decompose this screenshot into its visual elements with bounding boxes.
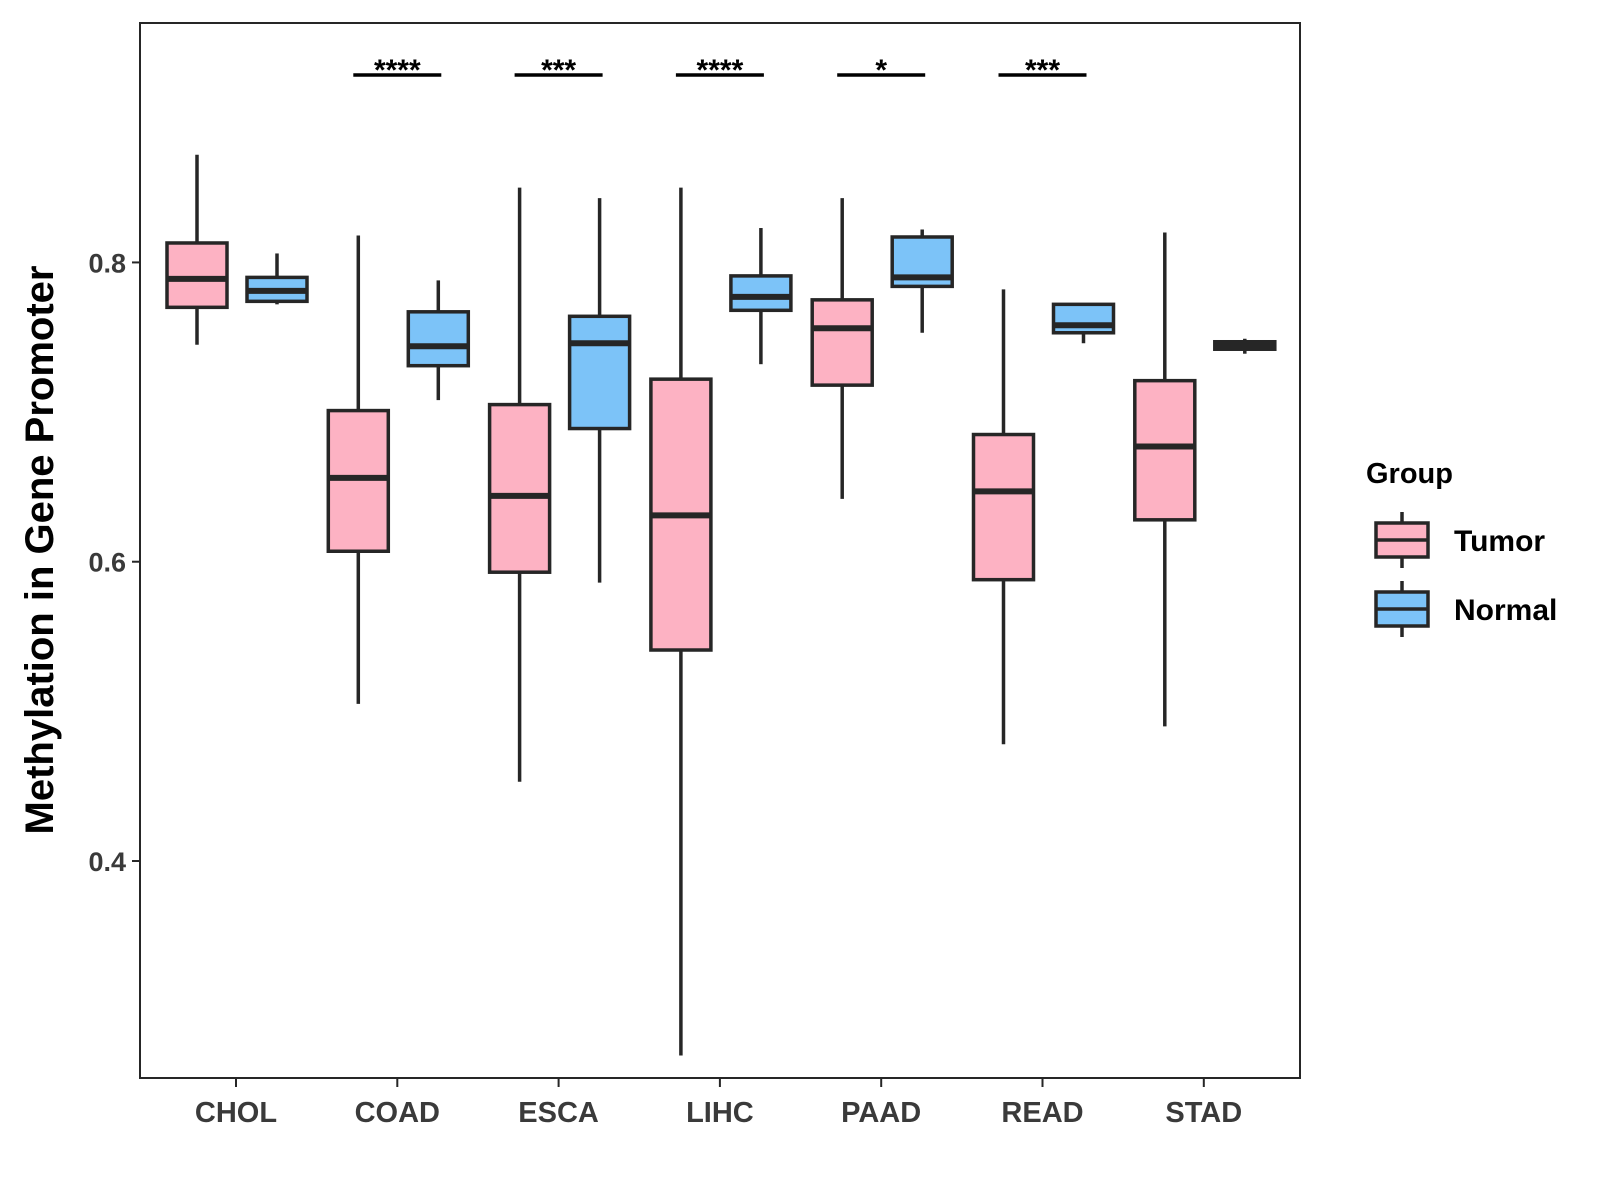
- box-body-paad-tumor: [810, 298, 874, 387]
- legend-entry-tumor: Tumor: [1374, 512, 1545, 568]
- box-read-normal: [1051, 302, 1116, 344]
- plot-area: **** *** **** * ***: [165, 54, 1277, 1056]
- significance-label-paad: *: [875, 54, 887, 87]
- box-body-coad-normal: [406, 310, 471, 368]
- legend-title: Group: [1366, 458, 1453, 490]
- box-coad-normal: [406, 280, 471, 401]
- box-stad-tumor: [1133, 232, 1197, 727]
- legend-label-tumor: Tumor: [1454, 525, 1545, 558]
- box-esca-tumor: [487, 187, 552, 782]
- box-paad-normal: [890, 229, 954, 333]
- box-lihc-normal: [729, 228, 793, 365]
- x-tick-label-esca: ESCA: [518, 1097, 599, 1129]
- box-body-esca-tumor: [487, 402, 552, 574]
- axes: 0.4 0.6 0.8 CHOL COAD ESCA LIHC PAAD READ STAD: [88, 248, 1242, 1129]
- box-body-chol-tumor: [165, 241, 229, 310]
- legend-entry-normal: Normal: [1374, 581, 1557, 637]
- legend-label-normal: Normal: [1454, 594, 1557, 627]
- x-tick-label-chol: CHOL: [195, 1097, 277, 1129]
- box-lihc-tumor: [649, 187, 713, 1056]
- box-chol-normal: [245, 253, 309, 305]
- x-tick-label-lihc: LIHC: [686, 1097, 754, 1129]
- significance-label-read: ***: [1025, 54, 1060, 87]
- x-tick-label-read: READ: [1001, 1097, 1083, 1129]
- y-axis-title: Methylation in Gene Promoter: [18, 266, 62, 835]
- box-body-lihc-normal: [729, 274, 793, 313]
- box-paad-tumor: [810, 198, 874, 499]
- x-tick-label-paad: PAAD: [841, 1097, 921, 1129]
- y-tick-label-0.8: 0.8: [88, 248, 126, 278]
- significance-label-coad: ****: [374, 54, 421, 87]
- box-body-esca-normal: [567, 314, 632, 431]
- box-body-read-tumor: [971, 432, 1036, 582]
- x-tick-label-stad: STAD: [1165, 1097, 1242, 1129]
- y-tick-label-0.6: 0.6: [88, 548, 126, 578]
- y-tick-label-0.4: 0.4: [88, 847, 126, 877]
- box-body-stad-tumor: [1133, 378, 1197, 522]
- box-stad-normal: [1213, 338, 1277, 354]
- significance-label-esca: ***: [541, 54, 576, 87]
- box-coad-tumor: [326, 235, 391, 704]
- box-read-tumor: [971, 289, 1036, 745]
- legend: Group Tumor Normal: [1366, 458, 1557, 637]
- x-tick-label-coad: COAD: [355, 1097, 440, 1129]
- box-chol-tumor: [165, 154, 229, 345]
- box-body-read-normal: [1051, 302, 1116, 335]
- box-esca-normal: [567, 198, 632, 583]
- significance-label-lihc: ****: [697, 54, 744, 87]
